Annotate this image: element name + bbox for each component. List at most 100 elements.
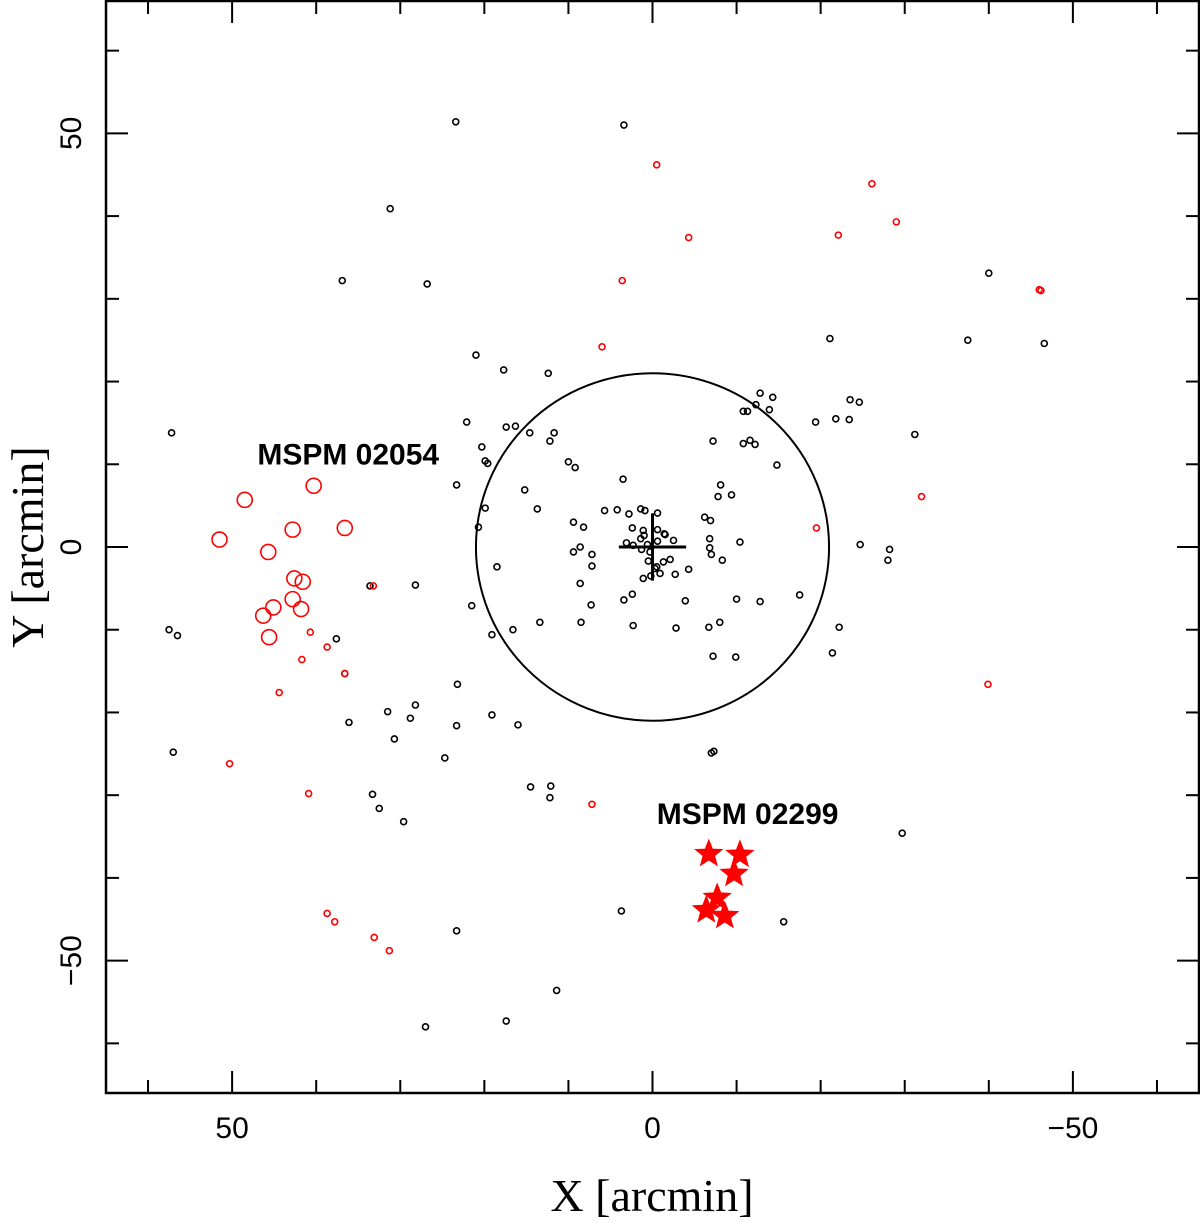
cluster-label: MSPM 02054 xyxy=(257,438,439,471)
red-point xyxy=(323,643,331,651)
black-point xyxy=(855,398,864,407)
black-point xyxy=(488,711,496,719)
member-circle xyxy=(292,600,310,618)
red-point xyxy=(618,276,627,285)
red-point xyxy=(298,655,306,664)
black-point xyxy=(514,721,522,729)
black-point xyxy=(493,563,501,571)
black-point xyxy=(502,423,511,431)
black-point xyxy=(511,422,520,431)
black-point xyxy=(1040,339,1049,348)
red-point xyxy=(892,218,901,226)
x-tick-label: 50 xyxy=(215,1112,248,1145)
black-point xyxy=(653,537,662,546)
red-point xyxy=(917,492,926,501)
member-circle xyxy=(236,491,254,509)
black-point xyxy=(660,529,669,538)
black-point xyxy=(536,618,544,627)
black-point xyxy=(746,436,754,445)
x-tick-label: 0 xyxy=(644,1112,661,1145)
black-point xyxy=(577,618,585,627)
black-point xyxy=(644,557,653,565)
black-point xyxy=(467,601,476,610)
black-point xyxy=(411,701,420,709)
red-point xyxy=(340,669,349,678)
black-point xyxy=(651,564,659,573)
black-point xyxy=(613,505,621,514)
black-point xyxy=(520,486,529,494)
black-point xyxy=(569,548,578,556)
black-point xyxy=(641,506,649,515)
overlays xyxy=(474,372,831,722)
red-point xyxy=(684,233,693,242)
black-point xyxy=(765,405,774,414)
black-point xyxy=(773,461,781,469)
black-point xyxy=(709,652,717,661)
black-point xyxy=(640,531,648,540)
black-point xyxy=(659,558,668,566)
black-point xyxy=(647,572,655,580)
black-point xyxy=(727,491,736,499)
black-point xyxy=(826,334,834,343)
black-point xyxy=(588,550,596,559)
black-point xyxy=(571,463,579,472)
black-point xyxy=(629,621,637,630)
black-point xyxy=(620,596,628,604)
member-star xyxy=(725,839,755,868)
black-point xyxy=(488,630,496,639)
y-tick-label: 0 xyxy=(55,539,88,556)
black-point xyxy=(639,526,648,535)
black-point xyxy=(911,430,919,439)
y-tick-label: 50 xyxy=(55,117,88,150)
black-point xyxy=(474,523,483,531)
black-point xyxy=(736,538,744,546)
red-point xyxy=(369,582,378,590)
black-point xyxy=(620,121,628,129)
red-point xyxy=(868,180,876,188)
red-point xyxy=(588,800,596,809)
black-point xyxy=(462,418,471,426)
black-point xyxy=(856,540,864,549)
black-point xyxy=(452,927,461,935)
black-point xyxy=(709,437,717,445)
black-point xyxy=(671,570,680,579)
black-point xyxy=(588,562,596,570)
black-point xyxy=(811,418,820,426)
black-point xyxy=(617,907,626,915)
black-point xyxy=(451,117,460,126)
black-point xyxy=(533,505,542,513)
member-circle xyxy=(305,477,322,495)
black-point xyxy=(375,804,384,813)
black-point xyxy=(985,269,993,277)
black-point xyxy=(756,597,764,606)
member-circle xyxy=(284,590,301,608)
black-point xyxy=(672,624,680,632)
black-point xyxy=(569,518,578,526)
red-point xyxy=(984,680,992,689)
black-point xyxy=(478,443,486,451)
black-point xyxy=(707,550,716,559)
black-point xyxy=(636,505,645,513)
member-star xyxy=(719,858,749,887)
black-point xyxy=(752,400,760,409)
member-star xyxy=(702,882,732,911)
black-point xyxy=(731,653,740,661)
black-point xyxy=(653,509,662,517)
black-point xyxy=(643,540,652,549)
black-point xyxy=(552,986,561,995)
black-point xyxy=(368,790,377,799)
black-point xyxy=(831,414,840,423)
black-point xyxy=(681,596,690,605)
red-point xyxy=(323,909,331,918)
annotations: MSPM 02054 MSPM 02299 xyxy=(257,438,838,831)
black-point xyxy=(332,635,341,643)
black-point xyxy=(390,735,399,743)
red-point xyxy=(812,524,821,532)
black-point xyxy=(546,782,555,790)
black-point xyxy=(846,395,854,404)
x-tick-label: −50 xyxy=(1047,1112,1098,1145)
red-point xyxy=(306,628,315,637)
black-point xyxy=(452,481,461,489)
black-point xyxy=(743,407,752,416)
black-point xyxy=(453,680,462,689)
